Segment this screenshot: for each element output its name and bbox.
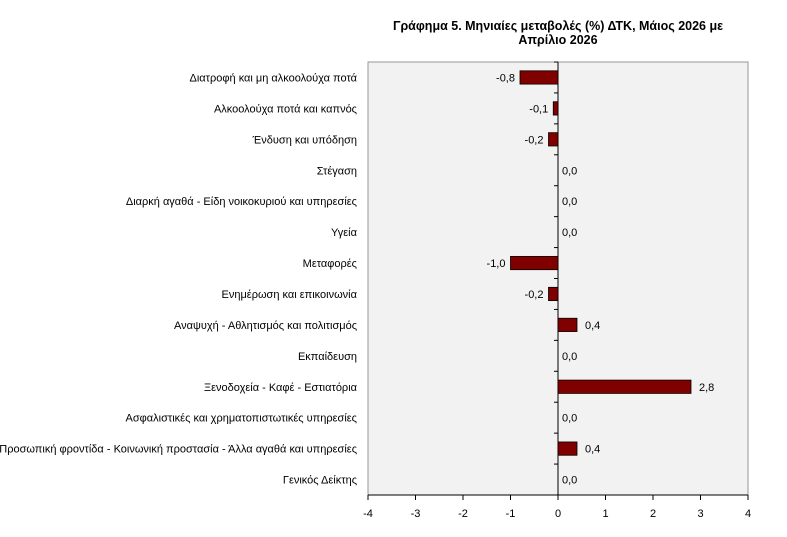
category-label: Διαρκή αγαθά - Είδη νοικοκυριού και υπηρ… bbox=[126, 196, 357, 208]
category-label: Στέγαση bbox=[317, 165, 357, 177]
category-label: Ασφαλιστικές και χρηματοπιστωτικές υπηρε… bbox=[126, 413, 357, 425]
chart-title: Γράφημα 5. Μηνιαίες μεταβολές (%) ΔΤΚ, Μ… bbox=[392, 19, 724, 47]
category-label: Ένδυση και υπόδηση bbox=[252, 134, 357, 146]
data-label: 2,8 bbox=[699, 382, 714, 394]
data-label: 0,0 bbox=[562, 165, 577, 177]
data-label: -0,1 bbox=[529, 103, 548, 115]
category-label: Προσωπική φροντίδα - Κοινωνική προστασία… bbox=[0, 444, 357, 456]
x-tick-label: 1 bbox=[602, 508, 608, 520]
bar bbox=[557, 317, 578, 332]
category-label: Ενημέρωση και επικοινωνία bbox=[222, 289, 358, 301]
data-label: 0,4 bbox=[585, 320, 600, 332]
bar bbox=[510, 255, 559, 271]
x-tick-label: -3 bbox=[411, 508, 421, 520]
category-label: Αλκοολούχα ποτά και καπνός bbox=[214, 103, 357, 115]
category-label: Υγεία bbox=[331, 227, 358, 239]
x-tick-label: -2 bbox=[458, 508, 468, 520]
x-tick-label: -4 bbox=[363, 508, 373, 520]
category-label: Εκπαίδευση bbox=[298, 351, 357, 363]
data-label: 0,0 bbox=[562, 227, 577, 239]
category-label: Ξενοδοχεία - Καφέ - Εστιατόρια bbox=[204, 382, 358, 394]
bar bbox=[548, 132, 559, 147]
data-label: 0,0 bbox=[562, 475, 577, 487]
data-label: 0,0 bbox=[562, 196, 577, 208]
data-label: 0,0 bbox=[562, 351, 577, 363]
x-tick-label: 0 bbox=[555, 508, 561, 520]
bar bbox=[519, 70, 559, 85]
bar bbox=[557, 379, 692, 394]
bar bbox=[557, 441, 578, 456]
data-label: 0,4 bbox=[585, 444, 600, 456]
category-label: Μεταφορές bbox=[303, 258, 357, 270]
x-tick-label: -1 bbox=[506, 508, 516, 520]
x-tick-label: 4 bbox=[745, 508, 751, 520]
category-label: Αναψυχή - Αθλητισμός και πολιτισμός bbox=[174, 320, 357, 332]
data-label: -0,8 bbox=[496, 72, 515, 84]
data-label: -1,0 bbox=[487, 258, 506, 270]
x-tick-label: 2 bbox=[650, 508, 656, 520]
category-label: Διατροφή και μη αλκοολούχα ποτά bbox=[190, 72, 358, 84]
x-tick-label: 3 bbox=[697, 508, 703, 520]
data-label: -0,2 bbox=[525, 134, 544, 146]
data-label: 0,0 bbox=[562, 413, 577, 425]
category-label: Γενικός Δείκτης bbox=[283, 475, 357, 487]
bar bbox=[548, 286, 559, 302]
data-label: -0,2 bbox=[525, 289, 544, 301]
bar bbox=[552, 101, 559, 116]
